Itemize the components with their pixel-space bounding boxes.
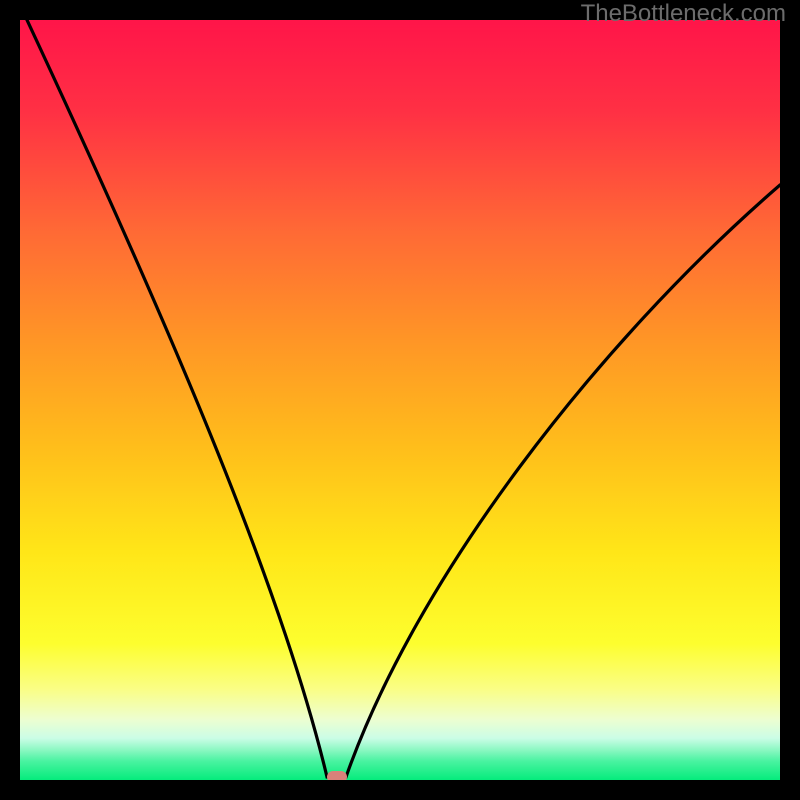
watermark: TheBottleneck.com: [581, 0, 786, 28]
stage: TheBottleneck.com: [0, 0, 800, 800]
bottleneck-curve: [27, 20, 780, 777]
curve-svg: [20, 20, 780, 780]
plot-area: [20, 20, 780, 780]
ideal-marker: [327, 771, 347, 780]
